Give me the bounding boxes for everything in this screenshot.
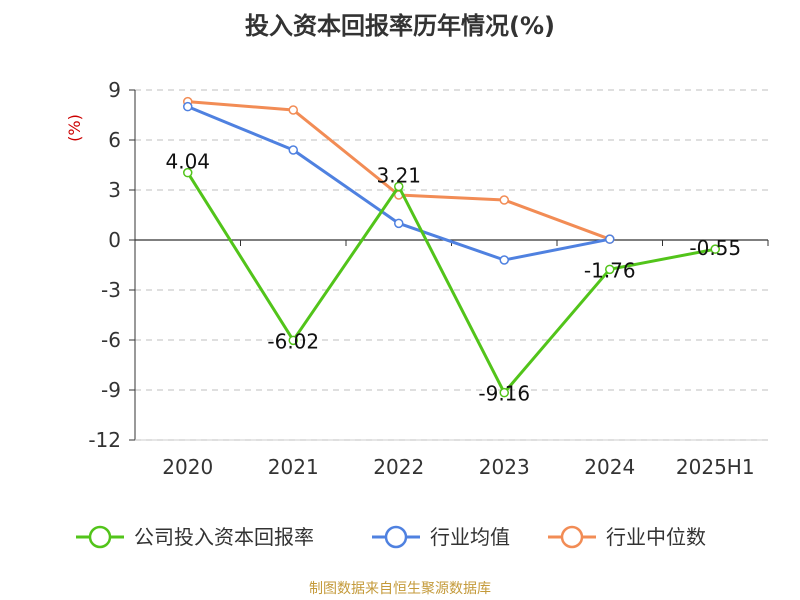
x-tick-label: 2022 (373, 455, 424, 479)
data-point (605, 234, 615, 244)
data-point (499, 255, 509, 265)
data-point (288, 145, 298, 155)
data-label: 3.21 (376, 164, 421, 188)
data-point (394, 218, 404, 229)
y-tick-label: 9 (108, 78, 121, 102)
y-tick-label: -3 (101, 278, 121, 302)
legend-swatch-marker (88, 525, 112, 549)
data-point (183, 167, 193, 178)
data-point (394, 181, 404, 192)
legend-label: 公司投入资本回报率 (134, 525, 314, 549)
x-tick-label: 2025H1 (676, 455, 755, 479)
x-tick-label: 2021 (268, 455, 319, 479)
y-tick-label: 0 (108, 228, 121, 252)
source-footer: 制图数据来自恒生聚源数据库 (309, 581, 491, 597)
data-point (710, 244, 720, 254)
chart-title: 投入资本回报率历年情况(%) (245, 12, 555, 40)
data-point (499, 195, 509, 205)
y-tick-label: 3 (108, 178, 121, 202)
y-tick-label: -12 (88, 428, 121, 452)
legend-label: 行业中位数 (606, 525, 706, 549)
legend-swatch-marker (384, 525, 408, 549)
data-label: 4.04 (165, 150, 210, 174)
data-label: -0.55 (689, 236, 741, 260)
y-unit-label: (%) (65, 114, 84, 142)
data-label: -1.76 (584, 258, 636, 282)
x-tick-label: 2020 (162, 455, 213, 479)
legend-item: 行业均值 (372, 525, 510, 549)
legend-label: 行业均值 (430, 525, 510, 549)
data-point (605, 264, 615, 275)
data-point (288, 105, 298, 115)
legend-item: 公司投入资本回报率 (76, 525, 314, 549)
y-tick-label: -6 (101, 328, 121, 352)
data-point (288, 335, 298, 346)
legend-swatch-marker (560, 525, 584, 549)
data-point (183, 101, 193, 112)
series-line-0 (186, 171, 716, 395)
data-label: -6.02 (267, 329, 319, 353)
data-point (499, 387, 509, 398)
x-tick-label: 2024 (584, 455, 635, 479)
x-tick-label: 2023 (479, 455, 530, 479)
y-tick-label: 6 (108, 128, 121, 152)
data-label: -9.16 (478, 382, 530, 406)
y-tick-label: -9 (101, 378, 121, 402)
legend-item: 行业中位数 (548, 525, 706, 549)
